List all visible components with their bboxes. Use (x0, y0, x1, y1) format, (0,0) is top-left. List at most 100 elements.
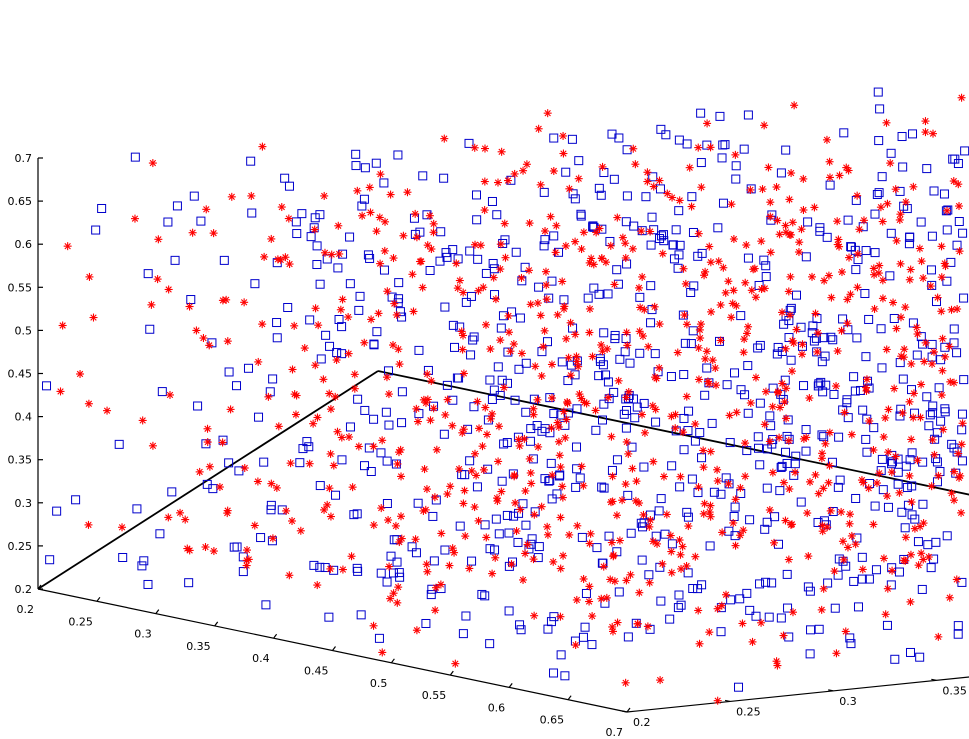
data-point-star (277, 203, 286, 212)
data-point-star (781, 344, 790, 353)
data-point-star (705, 379, 714, 388)
data-point-star (333, 427, 342, 436)
data-point-square (870, 248, 880, 258)
data-point-star (794, 248, 803, 257)
data-point-square (742, 588, 752, 598)
data-point-square (764, 612, 774, 622)
data-point-square (835, 475, 845, 485)
data-point-star (746, 185, 755, 194)
data-point-star (537, 371, 546, 380)
data-point-square (354, 305, 364, 315)
data-point-square (801, 252, 811, 262)
data-point-star (176, 508, 185, 517)
data-point-star (645, 522, 654, 531)
data-point-square (333, 263, 343, 273)
x-tick (273, 633, 278, 639)
data-point-square (576, 209, 586, 219)
data-point-square (683, 568, 693, 578)
data-point-star (325, 484, 334, 493)
data-point-star (938, 366, 947, 375)
data-point-star (395, 360, 404, 369)
data-point-star (646, 516, 655, 525)
data-point-square (729, 511, 739, 521)
data-point-square (707, 418, 717, 428)
data-point-square (610, 334, 620, 344)
data-point-star (739, 348, 748, 357)
data-point-star (643, 622, 652, 631)
data-point-star (875, 469, 884, 478)
data-point-star (540, 326, 549, 335)
data-point-square (352, 563, 362, 573)
data-point-square (942, 225, 952, 235)
data-point-star (243, 546, 252, 555)
data-point-square (784, 632, 794, 642)
data-point-star (855, 225, 864, 234)
data-point-square (753, 432, 763, 442)
data-point-star (574, 362, 583, 371)
data-point-star (473, 397, 482, 406)
data-point-star (781, 516, 790, 525)
data-point-star (808, 272, 817, 281)
data-point-star (496, 240, 505, 249)
data-point-square (780, 375, 790, 385)
data-point-square (547, 276, 557, 286)
data-point-star (543, 109, 552, 118)
data-point-star (534, 124, 543, 133)
data-point-star (423, 370, 432, 379)
data-point-star (721, 288, 730, 297)
data-point-star (655, 176, 664, 185)
data-point-star (281, 253, 290, 262)
data-point-star (740, 335, 749, 344)
data-point-star (336, 305, 345, 314)
data-point-square (610, 330, 620, 340)
data-point-square (429, 556, 439, 566)
data-point-square (518, 499, 528, 509)
data-point-square (369, 414, 379, 424)
data-point-star (571, 330, 580, 339)
data-point-star (526, 300, 535, 309)
data-point-square (667, 539, 677, 549)
data-point-square (466, 350, 476, 360)
data-point-star (606, 575, 615, 584)
data-point-star (383, 287, 392, 296)
data-point-star (748, 637, 757, 646)
data-point-star (872, 479, 881, 488)
data-point-star (622, 328, 631, 337)
data-point-square (817, 357, 827, 367)
data-point-star (945, 593, 954, 602)
data-point-star (651, 373, 660, 382)
data-point-square (386, 551, 396, 561)
data-point-star (778, 308, 787, 317)
data-point-star (876, 203, 885, 212)
data-point-star (774, 387, 783, 396)
data-point-square (863, 376, 873, 386)
z-tick-label: 0.45 (8, 368, 33, 381)
data-point-star (497, 487, 506, 496)
data-point-star (694, 375, 703, 384)
data-point-star (563, 399, 572, 408)
data-point-square (357, 201, 367, 211)
data-point-star (377, 504, 386, 513)
data-point-star (561, 241, 570, 250)
z-tick-label: 0.4 (15, 411, 33, 424)
data-point-star (838, 537, 847, 546)
data-point-square (755, 579, 765, 589)
data-point-square (714, 336, 724, 346)
data-point-star (118, 523, 127, 532)
data-point-square (247, 208, 257, 218)
data-point-star (597, 594, 606, 603)
data-point-star (847, 531, 856, 540)
data-point-square (457, 470, 467, 480)
data-point-square (932, 428, 942, 438)
data-point-star (631, 160, 640, 169)
data-point-star (585, 304, 594, 313)
data-point-square (679, 370, 689, 380)
data-point-square (280, 173, 290, 183)
data-point-square (485, 639, 495, 649)
data-point-star (939, 425, 948, 434)
data-point-square (688, 326, 698, 336)
data-point-star (650, 302, 659, 311)
data-point-star (864, 484, 873, 493)
data-point-square (561, 167, 571, 177)
data-point-star (319, 375, 328, 384)
